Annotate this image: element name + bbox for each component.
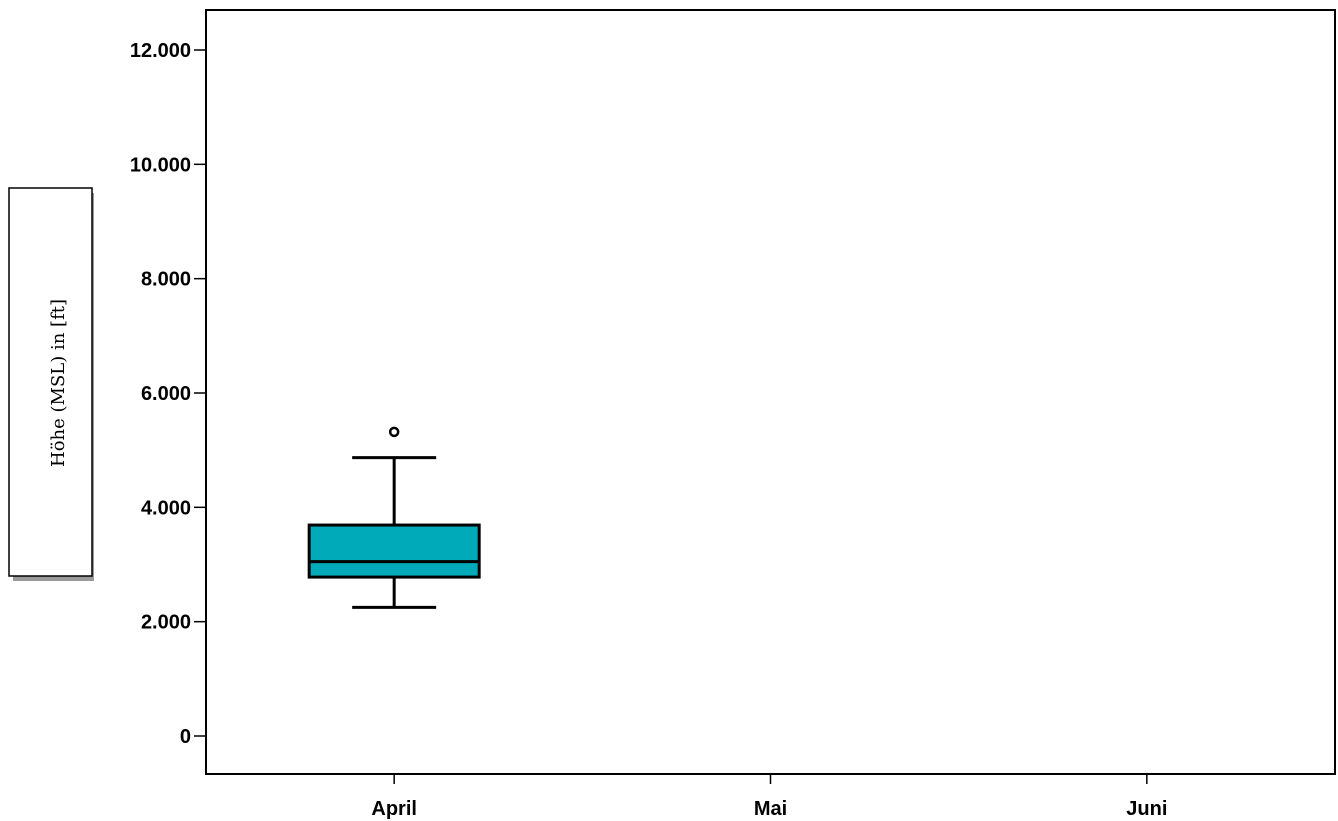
y-tick-label: 10.000 bbox=[130, 154, 191, 176]
y-axis-label: Höhe (MSL) in [ft] bbox=[48, 299, 69, 467]
y-axis-label-box: Höhe (MSL) in [ft] bbox=[8, 187, 94, 581]
x-tick-label: Mai bbox=[754, 798, 787, 820]
y-axis: 0 2.000 4.000 6.000 8.000 10.000 12.000 bbox=[130, 40, 206, 748]
y-tick-label: 12.000 bbox=[130, 40, 191, 62]
outlier-point bbox=[388, 426, 400, 438]
x-tick-label: April bbox=[371, 798, 417, 820]
y-tick-label: 0 bbox=[180, 726, 191, 748]
box-april bbox=[307, 426, 481, 609]
x-axis: April Mai Juni bbox=[371, 774, 1167, 820]
interquartile-box bbox=[307, 523, 481, 579]
y-axis-label-frame bbox=[8, 187, 93, 577]
x-tick-label: Juni bbox=[1126, 798, 1167, 820]
y-tick-label: 2.000 bbox=[141, 612, 191, 634]
box-series bbox=[307, 426, 481, 609]
y-tick-label: 8.000 bbox=[141, 269, 191, 291]
y-tick-label: 4.000 bbox=[141, 497, 191, 519]
y-tick-label: 6.000 bbox=[141, 383, 191, 405]
